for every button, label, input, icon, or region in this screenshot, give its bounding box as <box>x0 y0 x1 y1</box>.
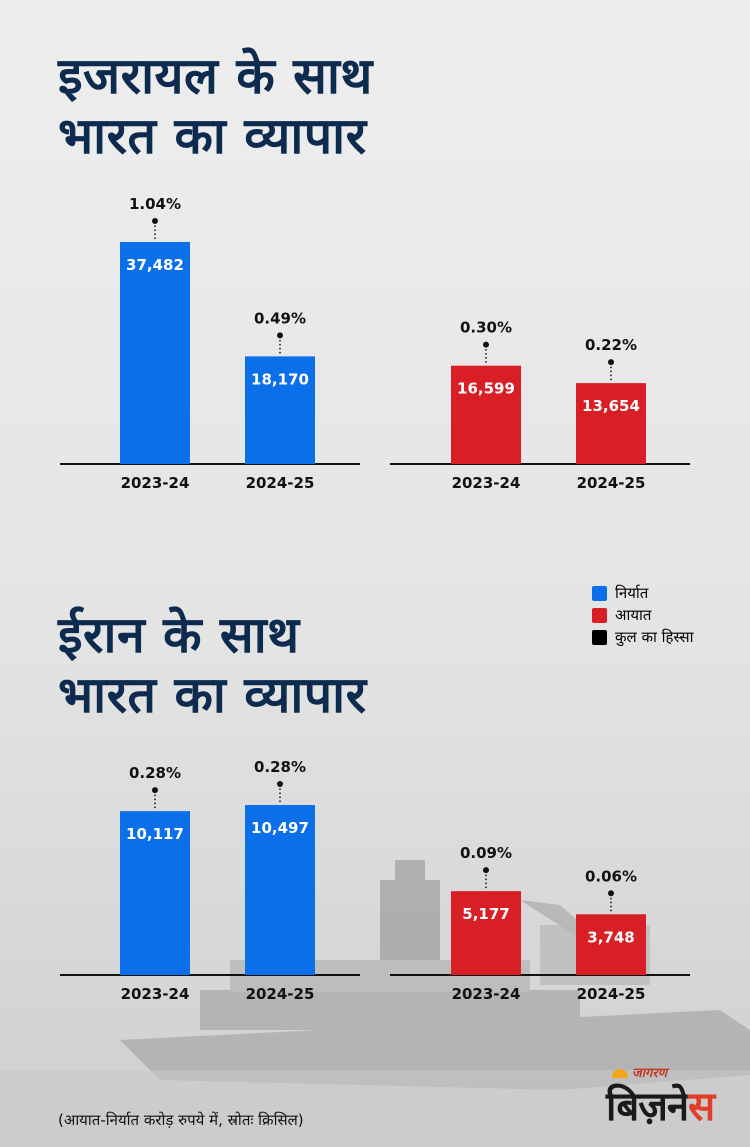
brand-main-text: बिज़नेस <box>606 1077 715 1132</box>
sun-icon <box>612 1069 628 1078</box>
israel-title-line1: इजरायल के साथ <box>58 47 373 105</box>
share-label-1-0: 0.30% <box>460 319 512 337</box>
share-label-3-1: 0.06% <box>585 867 637 885</box>
legend-swatch-export <box>592 585 607 601</box>
share-dot-0-1 <box>277 332 283 339</box>
bar-0-1 <box>245 356 315 464</box>
category-label-2-0: 2023-24 <box>121 985 190 1003</box>
value-label-0-1: 18,170 <box>251 370 309 388</box>
bar-0-0 <box>120 242 190 464</box>
brand-main-b: स <box>688 1084 715 1130</box>
israel-trade-title: इजरायल के साथ भारत का व्यापार <box>58 46 373 166</box>
legend-label-share: कुल का हिस्सा <box>615 628 694 646</box>
share-label-1-1: 0.22% <box>585 336 637 354</box>
bar-3-0 <box>451 891 521 975</box>
value-label-3-1: 3,748 <box>587 928 634 946</box>
legend-label-export: निर्यात <box>615 584 649 602</box>
share-label-0-1: 0.49% <box>254 309 306 327</box>
jagran-business-logo: जागरण बिज़नेस <box>606 1063 736 1135</box>
share-dot-1-0 <box>483 341 489 348</box>
value-label-1-0: 16,599 <box>457 380 515 398</box>
israel-title-line2: भारत का व्यापार <box>58 107 367 165</box>
legend-swatch-import <box>592 607 607 623</box>
share-dot-2-0 <box>152 787 158 794</box>
share-label-0-0: 1.04% <box>129 195 181 213</box>
legend-item-import: आयात <box>592 604 694 626</box>
bar-3-1 <box>576 914 646 975</box>
share-dot-2-1 <box>277 781 283 787</box>
legend-item-share: कुल का हिस्सा <box>592 626 694 648</box>
legend-swatch-share <box>592 629 607 645</box>
source-note: (आयात-निर्यात करोड़ रुपये में, स्रोतः क्… <box>58 1111 304 1129</box>
brand-main-a: बिज़ने <box>606 1084 689 1130</box>
sea <box>0 1070 750 1147</box>
category-label-1-1: 2024-25 <box>577 474 646 492</box>
share-dot-1-1 <box>608 359 614 366</box>
category-label-1-0: 2023-24 <box>452 474 521 492</box>
bar-2-1 <box>245 805 315 975</box>
value-label-2-1: 10,497 <box>251 819 309 837</box>
share-label-2-1: 0.28% <box>254 758 306 776</box>
share-label-2-0: 0.28% <box>129 764 181 782</box>
category-label-0-1: 2024-25 <box>246 474 315 492</box>
legend: निर्यात आयात कुल का हिस्सा <box>592 582 694 648</box>
value-label-2-0: 10,117 <box>126 825 184 843</box>
bar-1-0 <box>451 365 521 464</box>
iran-title-line2: भारत का व्यापार <box>58 666 367 724</box>
value-label-1-1: 13,654 <box>582 397 640 415</box>
bar-2-0 <box>120 811 190 975</box>
category-label-0-0: 2023-24 <box>121 474 190 492</box>
share-label-3-0: 0.09% <box>460 844 512 862</box>
value-label-0-0: 37,482 <box>126 256 184 274</box>
category-label-3-0: 2023-24 <box>452 985 521 1003</box>
legend-item-export: निर्यात <box>592 582 694 604</box>
share-dot-0-0 <box>152 218 158 224</box>
category-label-2-1: 2024-25 <box>246 985 315 1003</box>
share-dot-3-1 <box>608 890 614 897</box>
bar-1-1 <box>576 383 646 464</box>
brand-top: जागरण <box>612 1063 667 1081</box>
category-label-3-1: 2024-25 <box>577 985 646 1003</box>
legend-label-import: आयात <box>615 606 652 624</box>
iran-trade-title: ईरान के साथ भारत का व्यापार <box>58 605 367 725</box>
iran-title-line1: ईरान के साथ <box>58 606 300 664</box>
share-dot-3-0 <box>483 867 489 874</box>
value-label-3-0: 5,177 <box>462 905 509 923</box>
brand-small-text: जागरण <box>632 1066 668 1081</box>
